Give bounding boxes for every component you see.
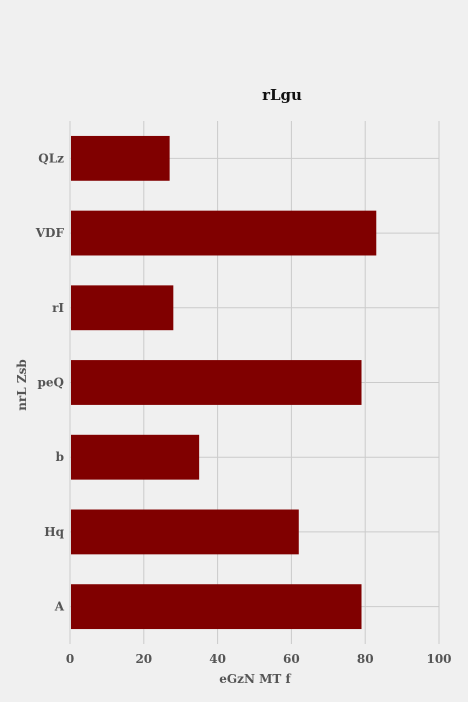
x-tick-label: 40 xyxy=(209,652,226,666)
y-tick-labels: QLz VDF rI peQ b Hq A xyxy=(35,151,65,613)
x-tick-label: 100 xyxy=(426,652,451,666)
x-axis-label: eGzN MT f xyxy=(219,672,291,686)
bar-rI xyxy=(71,285,174,331)
x-tick-label: 80 xyxy=(357,652,374,666)
chart-title: rLgu xyxy=(262,86,302,104)
bar-peQ xyxy=(71,360,362,405)
y-tick-label: QLz xyxy=(38,151,64,165)
bar-VDF xyxy=(71,210,377,256)
y-tick-label: peQ xyxy=(38,376,64,390)
bar-b xyxy=(71,434,200,480)
y-axis-label: nrL Zsb xyxy=(15,359,29,411)
y-tick-label: b xyxy=(56,450,64,464)
bars xyxy=(71,135,377,630)
y-tick-label: rI xyxy=(52,301,64,315)
x-tick-labels: 0 20 40 60 80 100 xyxy=(66,652,452,666)
y-tick-label: Hq xyxy=(44,525,64,539)
bar-A xyxy=(71,584,362,630)
x-tick-label: 20 xyxy=(135,652,152,666)
y-tick-label: VDF xyxy=(35,226,65,240)
x-tick-label: 0 xyxy=(66,652,74,666)
bar-Hq xyxy=(71,509,299,555)
bar-QLz xyxy=(71,135,170,181)
x-tick-label: 60 xyxy=(283,652,300,666)
y-tick-label: A xyxy=(54,600,65,614)
